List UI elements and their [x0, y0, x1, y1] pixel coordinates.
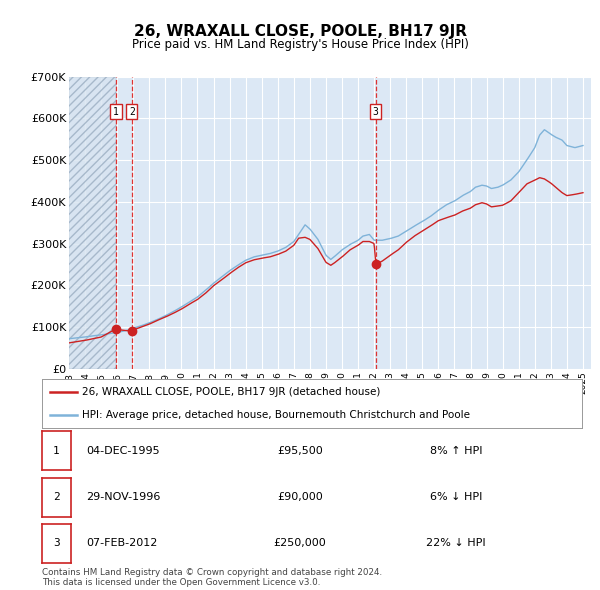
Text: 8% ↑ HPI: 8% ↑ HPI — [430, 446, 482, 456]
Text: 1: 1 — [113, 107, 119, 117]
Text: £90,000: £90,000 — [277, 492, 323, 502]
Text: 3: 3 — [373, 107, 379, 117]
Text: 6% ↓ HPI: 6% ↓ HPI — [430, 492, 482, 502]
Bar — [69, 77, 116, 369]
Text: 2: 2 — [129, 107, 135, 117]
Text: Contains HM Land Registry data © Crown copyright and database right 2024.
This d: Contains HM Land Registry data © Crown c… — [42, 568, 382, 587]
Text: 26, WRAXALL CLOSE, POOLE, BH17 9JR: 26, WRAXALL CLOSE, POOLE, BH17 9JR — [133, 24, 467, 38]
Text: HPI: Average price, detached house, Bournemouth Christchurch and Poole: HPI: Average price, detached house, Bour… — [83, 409, 470, 419]
Text: 07-FEB-2012: 07-FEB-2012 — [86, 538, 157, 548]
Text: Price paid vs. HM Land Registry's House Price Index (HPI): Price paid vs. HM Land Registry's House … — [131, 38, 469, 51]
Text: 26, WRAXALL CLOSE, POOLE, BH17 9JR (detached house): 26, WRAXALL CLOSE, POOLE, BH17 9JR (deta… — [83, 388, 381, 398]
Text: 3: 3 — [53, 538, 60, 548]
Text: 22% ↓ HPI: 22% ↓ HPI — [426, 538, 486, 548]
Text: £95,500: £95,500 — [277, 446, 323, 456]
Text: 1: 1 — [53, 446, 60, 456]
Text: 2: 2 — [53, 492, 60, 502]
Text: £250,000: £250,000 — [274, 538, 326, 548]
Text: 04-DEC-1995: 04-DEC-1995 — [86, 446, 160, 456]
Text: 29-NOV-1996: 29-NOV-1996 — [86, 492, 160, 502]
